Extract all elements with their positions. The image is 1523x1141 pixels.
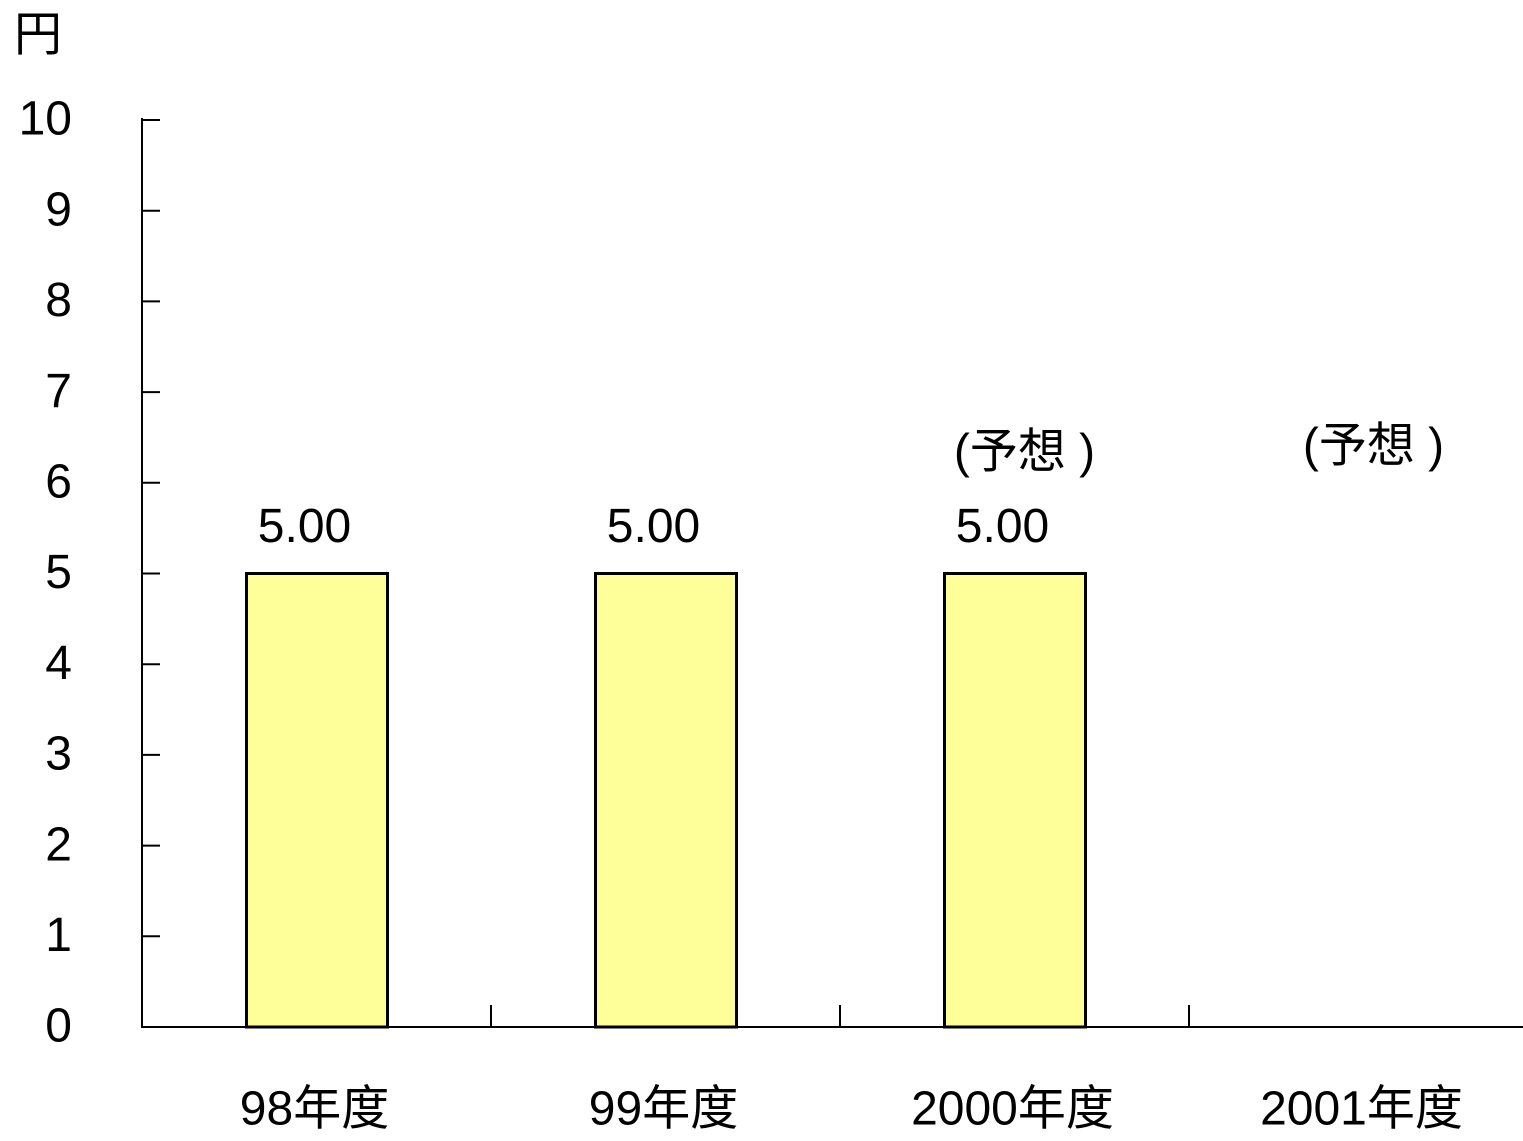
y-tick-label: 6 bbox=[45, 455, 72, 508]
y-tick-label: 0 bbox=[45, 1000, 72, 1053]
value-label: 5.00 bbox=[607, 500, 700, 553]
y-tick-label: 8 bbox=[45, 274, 72, 327]
bar bbox=[594, 572, 738, 1029]
y-axis-label: 円 bbox=[14, 9, 62, 62]
y-tick-label: 7 bbox=[45, 365, 72, 418]
value-label: 5.00 bbox=[956, 500, 1049, 553]
x-tick-label: 2000年度 bbox=[911, 1083, 1114, 1136]
x-tick-label: 99年度 bbox=[589, 1083, 738, 1136]
bar bbox=[943, 572, 1087, 1029]
y-tick-label: 2 bbox=[45, 818, 72, 871]
value-label: 5.00 bbox=[258, 500, 351, 553]
y-tick-label: 10 bbox=[19, 93, 72, 146]
annotation: (予想 ) bbox=[954, 426, 1095, 479]
y-tick-label: 3 bbox=[45, 728, 72, 781]
annotation: (予想 ) bbox=[1303, 420, 1444, 473]
x-tick-label: 2001年度 bbox=[1260, 1083, 1463, 1136]
y-tick-label: 4 bbox=[45, 637, 72, 690]
y-tick-label: 9 bbox=[45, 183, 72, 236]
bar bbox=[245, 572, 389, 1029]
x-tick-label: 98年度 bbox=[240, 1083, 389, 1136]
y-tick-label: 1 bbox=[45, 909, 72, 962]
y-tick-label: 5 bbox=[45, 546, 72, 599]
